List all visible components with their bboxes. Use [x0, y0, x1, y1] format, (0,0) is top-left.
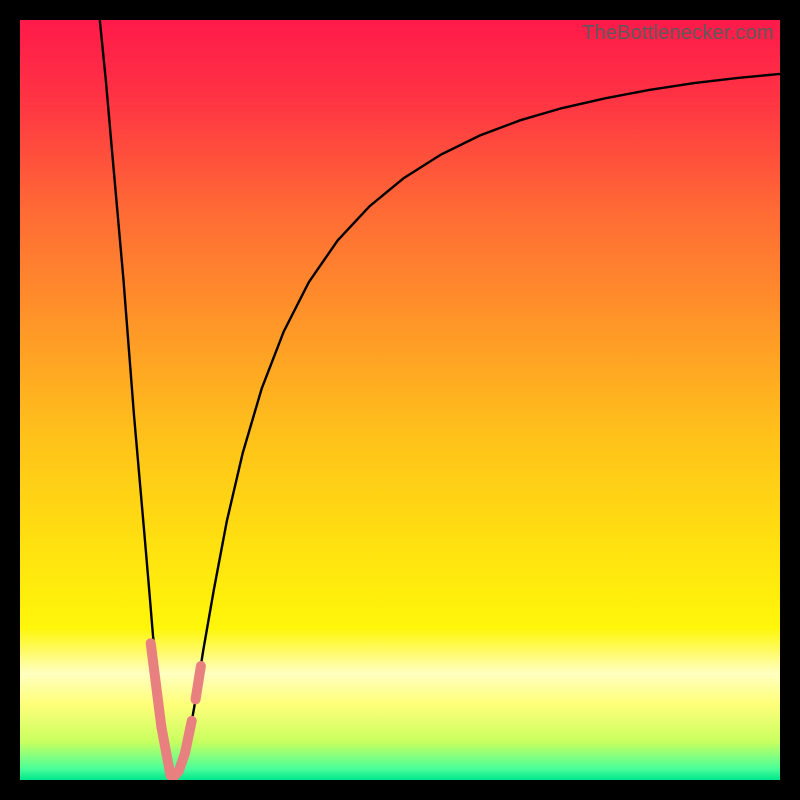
- highlight-segment: [161, 727, 170, 776]
- curve-right: [174, 74, 780, 779]
- curves: [20, 20, 780, 780]
- highlight-segment: [196, 666, 201, 699]
- highlight-segment: [151, 643, 162, 727]
- plot-area: TheBottlenecker.com: [20, 20, 780, 780]
- highlight-segment: [185, 721, 192, 754]
- watermark-text: TheBottlenecker.com: [582, 22, 774, 45]
- outer-frame: TheBottlenecker.com: [0, 0, 800, 800]
- curve-left: [100, 20, 174, 779]
